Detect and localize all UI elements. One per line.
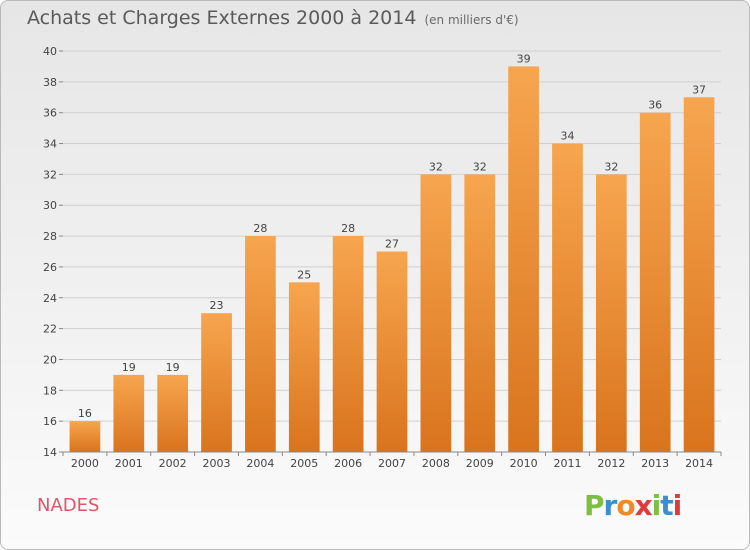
value-label: 36 — [648, 99, 662, 112]
x-tick-label: 2014 — [685, 457, 713, 470]
value-label: 16 — [78, 407, 92, 420]
x-tick-label: 2000 — [71, 457, 99, 470]
x-axis-ticks: 2000 2001 2002 2003 2004 2005 2006 2007 2008 2009… — [62, 452, 722, 470]
y-tick-label: 40 — [43, 45, 57, 58]
y-tick-label: 26 — [43, 261, 57, 274]
value-label: 32 — [604, 160, 618, 173]
title-text: Achats et Charges Externes 2000 à 2014 — [27, 7, 417, 29]
value-label: 37 — [692, 83, 706, 96]
x-tick-label: 2004 — [246, 457, 274, 470]
value-label: 25 — [297, 268, 311, 281]
logo-letter: i — [651, 489, 662, 522]
value-label: 28 — [341, 222, 355, 235]
x-tick-label: 2005 — [290, 457, 318, 470]
title-unit: (en milliers d'€) — [424, 13, 519, 27]
chart-title: Achats et Charges Externes 2000 à 2014 (e… — [27, 7, 519, 29]
value-label: 27 — [385, 238, 399, 251]
bar — [245, 236, 276, 452]
y-tick-label: 34 — [43, 138, 57, 151]
y-axis-ticks: 14 16 18 20 22 24 26 28 30 32 34 36 38 40 — [43, 45, 63, 459]
y-tick-label: 14 — [43, 446, 57, 459]
bar — [288, 282, 320, 452]
y-tick-label: 16 — [43, 415, 57, 428]
bar — [113, 374, 145, 452]
bar — [552, 143, 583, 453]
logo-letter: o — [616, 489, 635, 522]
value-labels: 16 19 19 23 28 25 28 27 32 32 39 34 32 36 37 — [78, 52, 706, 420]
y-tick-label: 20 — [43, 353, 57, 366]
x-tick-label: 2008 — [422, 457, 450, 470]
x-tick-label: 2001 — [115, 457, 143, 470]
x-tick-label: 2010 — [510, 457, 538, 470]
y-tick-label: 24 — [43, 292, 57, 305]
bar — [595, 174, 627, 452]
bar — [420, 174, 452, 452]
bar — [376, 251, 408, 452]
logo-letter: r — [603, 489, 618, 522]
x-tick-label: 2006 — [334, 457, 362, 470]
y-tick-label: 32 — [43, 168, 57, 181]
value-label: 28 — [253, 222, 267, 235]
bar — [683, 97, 715, 453]
value-label: 39 — [517, 52, 531, 65]
bar — [332, 236, 364, 452]
value-label: 23 — [210, 299, 224, 312]
value-label: 19 — [166, 361, 180, 374]
y-tick-label: 22 — [43, 323, 57, 336]
y-tick-label: 18 — [43, 384, 57, 397]
y-tick-label: 38 — [43, 76, 57, 89]
value-label: 19 — [122, 361, 136, 374]
bar — [69, 421, 101, 452]
logo-letter: t — [660, 489, 673, 522]
x-tick-label: 2012 — [597, 457, 625, 470]
y-tick-label: 28 — [43, 230, 57, 243]
y-tick-label: 30 — [43, 199, 57, 212]
x-tick-label: 2009 — [466, 457, 494, 470]
bar — [201, 313, 232, 452]
value-label: 32 — [473, 160, 487, 173]
commune-name: NADES — [37, 495, 100, 516]
logo-letter: P — [584, 489, 605, 522]
value-label: 34 — [560, 130, 574, 143]
y-tick-label: 36 — [43, 107, 57, 120]
x-tick-label: 2013 — [641, 457, 669, 470]
x-tick-label: 2007 — [378, 457, 406, 470]
x-tick-label: 2003 — [203, 457, 231, 470]
logo-letter: i — [672, 489, 683, 522]
x-tick-label: 2011 — [553, 457, 581, 470]
bar — [157, 374, 189, 452]
value-label: 32 — [429, 160, 443, 173]
logo-letter: x — [634, 489, 653, 522]
bars — [69, 66, 715, 453]
bar — [639, 112, 671, 452]
x-tick-label: 2002 — [159, 457, 187, 470]
bar — [464, 174, 496, 452]
bar — [508, 66, 539, 452]
proxiti-logo: Proxiti — [584, 489, 683, 522]
